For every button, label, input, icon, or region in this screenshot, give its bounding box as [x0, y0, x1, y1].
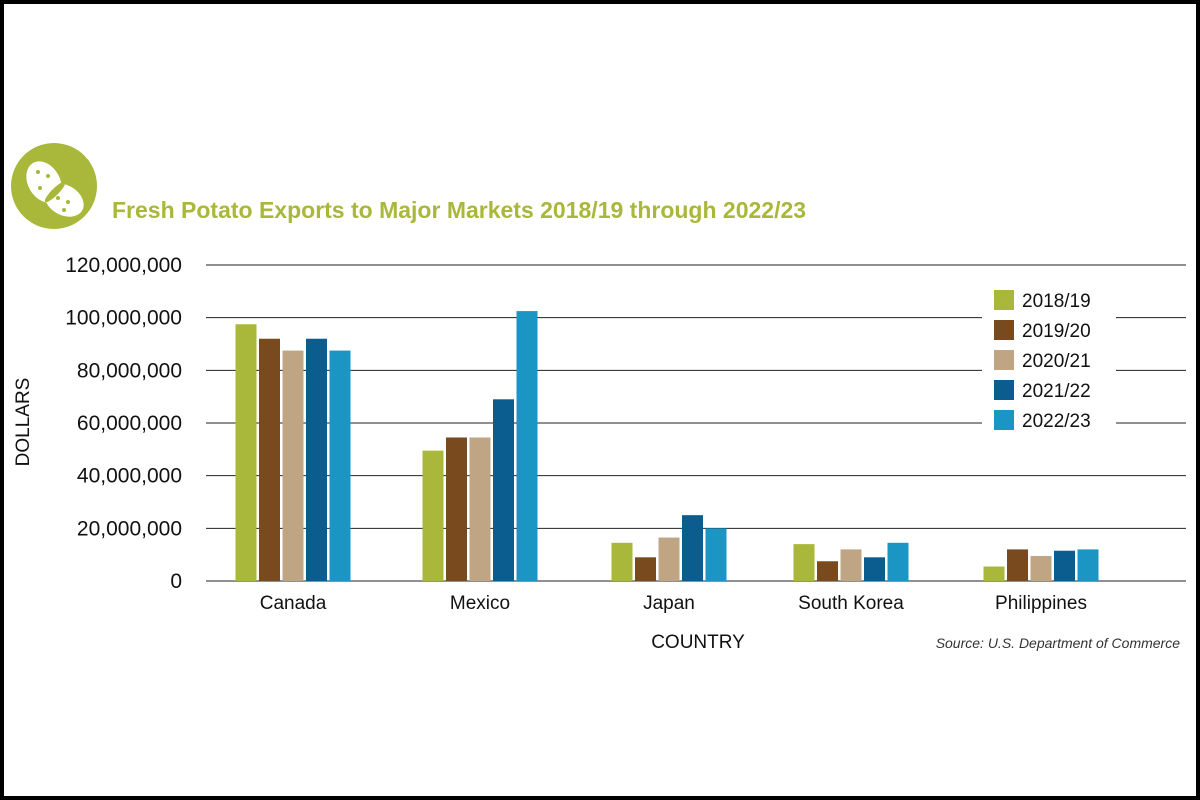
bar-south-korea-2018-19 — [793, 544, 815, 581]
y-tick-label: 20,000,000 — [77, 517, 182, 540]
legend-label: 2022/23 — [1022, 411, 1091, 432]
chart-title: Fresh Potato Exports to Major Markets 20… — [112, 197, 806, 223]
legend: 2018/19 2019/20 2020/21 2021/22 2022/23 — [982, 286, 1116, 438]
bar-philippines-2022-23 — [1077, 549, 1099, 581]
bar-philippines-2021-22 — [1054, 550, 1075, 581]
bar-canada-2018-19 — [235, 324, 257, 581]
x-tick-label: Canada — [260, 593, 327, 614]
bar-philippines-2019-20 — [1007, 549, 1028, 581]
y-axis-label: DOLLARS — [13, 378, 34, 467]
y-tick-label: 0 — [170, 570, 182, 593]
y-tick-label: 40,000,000 — [77, 465, 182, 488]
bar-japan-2021-22 — [682, 515, 703, 581]
y-tick-label: 120,000,000 — [65, 254, 182, 277]
legend-swatch — [994, 350, 1014, 370]
x-tick-label: Mexico — [450, 593, 510, 614]
x-axis-label: COUNTRY — [651, 632, 745, 653]
legend-swatch — [994, 410, 1014, 430]
bar-japan-2022-23 — [705, 528, 727, 581]
bar-south-korea-2019-20 — [817, 561, 838, 581]
chart-frame: Fresh Potato Exports to Major Markets 20… — [4, 4, 1196, 796]
bar-south-korea-2021-22 — [864, 557, 885, 581]
bar-japan-2018-19 — [611, 542, 633, 581]
chart-svg: Fresh Potato Exports to Major Markets 20… — [11, 143, 1186, 653]
legend-swatch — [994, 290, 1014, 310]
x-tick-labels: Canada Mexico Japan South Korea Philippines — [260, 593, 1087, 614]
legend-label: 2018/19 — [1022, 291, 1091, 312]
bar-japan-2019-20 — [635, 557, 656, 581]
x-tick-label: Japan — [643, 593, 695, 614]
bar-mexico-2021-22 — [493, 399, 514, 581]
y-tick-label: 60,000,000 — [77, 412, 182, 435]
bar-mexico-2022-23 — [516, 311, 538, 581]
bar-canada-2021-22 — [306, 338, 327, 581]
source-note: Source: U.S. Department of Commerce — [936, 635, 1181, 651]
bar-canada-2022-23 — [329, 350, 351, 581]
y-tick-label: 100,000,000 — [65, 307, 182, 330]
bar-canada-2020-21 — [282, 350, 304, 581]
y-tick-labels: 0 20,000,000 40,000,000 60,000,000 80,000,00… — [65, 254, 182, 593]
bar-japan-2020-21 — [658, 537, 680, 581]
x-tick-label: South Korea — [798, 593, 904, 614]
y-tick-label: 80,000,000 — [77, 359, 182, 382]
bar-mexico-2020-21 — [469, 437, 491, 581]
legend-label: 2020/21 — [1022, 351, 1091, 372]
legend-label: 2019/20 — [1022, 321, 1091, 342]
bar-philippines-2020-21 — [1030, 555, 1052, 581]
bar-philippines-2018-19 — [983, 566, 1005, 581]
bar-south-korea-2020-21 — [840, 549, 862, 581]
bar-canada-2019-20 — [259, 338, 280, 581]
bar-south-korea-2022-23 — [887, 542, 909, 581]
bar-mexico-2019-20 — [446, 437, 467, 581]
x-tick-label: Philippines — [995, 593, 1087, 614]
bar-mexico-2018-19 — [422, 450, 444, 581]
legend-swatch — [994, 320, 1014, 340]
bars — [235, 311, 1099, 581]
potato-icon — [11, 143, 97, 229]
legend-swatch — [994, 380, 1014, 400]
legend-label: 2021/22 — [1022, 381, 1091, 402]
